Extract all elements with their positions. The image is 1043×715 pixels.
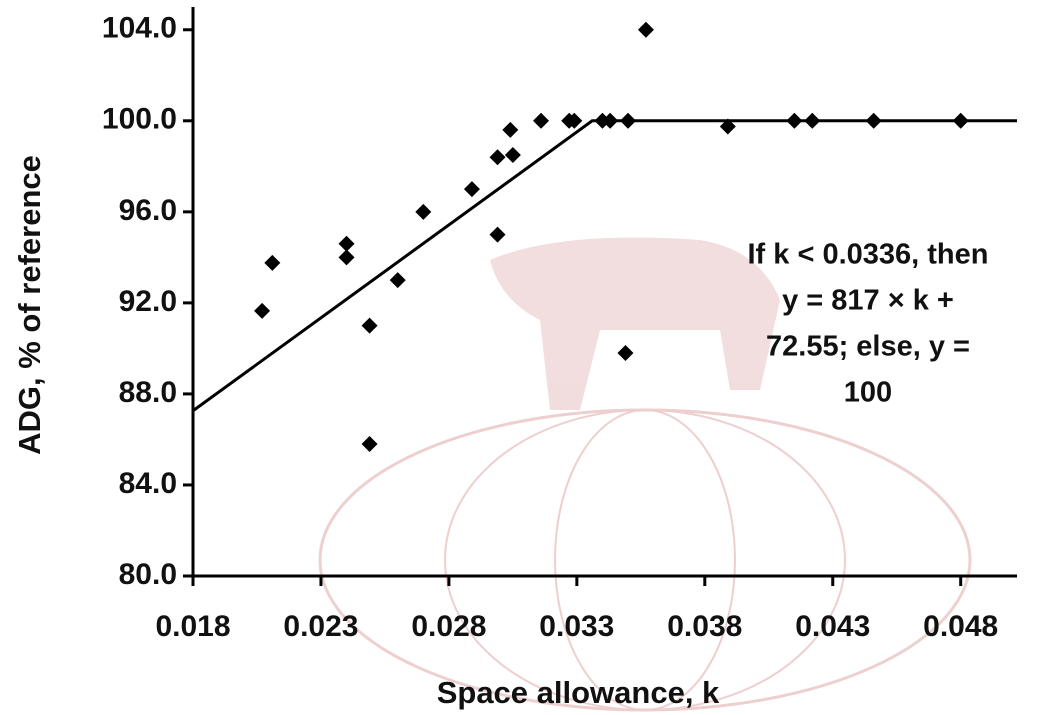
data-point (566, 112, 583, 129)
annotation-line: y = 817 × k + (782, 285, 954, 317)
annotation: If k < 0.0336, then y = 817 × k + 72.55; e… (748, 239, 989, 409)
y-axis-label: ADG, % of reference (12, 155, 47, 455)
x-tick-label: 0.048 (923, 610, 998, 643)
watermark-globe (318, 408, 972, 712)
data-point (502, 121, 519, 138)
watermark-pig (490, 237, 780, 410)
data-point (415, 203, 432, 220)
data-point (338, 235, 355, 252)
x-tick-label: 0.023 (283, 610, 358, 643)
data-point (504, 146, 521, 163)
y-tick-label: 96.0 (119, 194, 177, 227)
y-tick-label: 104.0 (102, 12, 177, 45)
data-point (489, 226, 506, 243)
data-point (533, 112, 550, 129)
data-point (389, 272, 406, 289)
data-point (463, 181, 480, 198)
annotation-line: 72.55; else, y = (766, 331, 970, 363)
y-tick-label: 88.0 (119, 376, 177, 409)
x-tick-label: 0.033 (539, 610, 614, 643)
data-point (338, 249, 355, 266)
data-point (489, 149, 506, 166)
watermark (318, 237, 972, 712)
x-tick-label: 0.018 (155, 610, 230, 643)
annotation-line: 100 (844, 377, 892, 409)
y-tick-label: 92.0 (119, 285, 177, 318)
watermark-globe-line (554, 409, 736, 711)
y-tick-label: 84.0 (119, 467, 177, 500)
watermark-globe-line (444, 409, 846, 711)
data-point (617, 344, 634, 361)
data-point (264, 254, 281, 271)
x-tick-label: 0.038 (667, 610, 742, 643)
annotation-line: If k < 0.0336, then (748, 239, 989, 271)
fit-line (192, 119, 1017, 412)
y-tick-label: 80.0 (119, 558, 177, 591)
x-axis-label: Space allowance, k (437, 675, 720, 710)
data-point (361, 317, 378, 334)
data-point (361, 435, 378, 452)
data-point (719, 118, 736, 135)
x-tick-label: 0.043 (795, 610, 870, 643)
y-tick-label: 100.0 (102, 103, 177, 136)
data-point (254, 302, 271, 319)
x-tick-label: 0.028 (411, 610, 486, 643)
data-point (637, 21, 654, 38)
